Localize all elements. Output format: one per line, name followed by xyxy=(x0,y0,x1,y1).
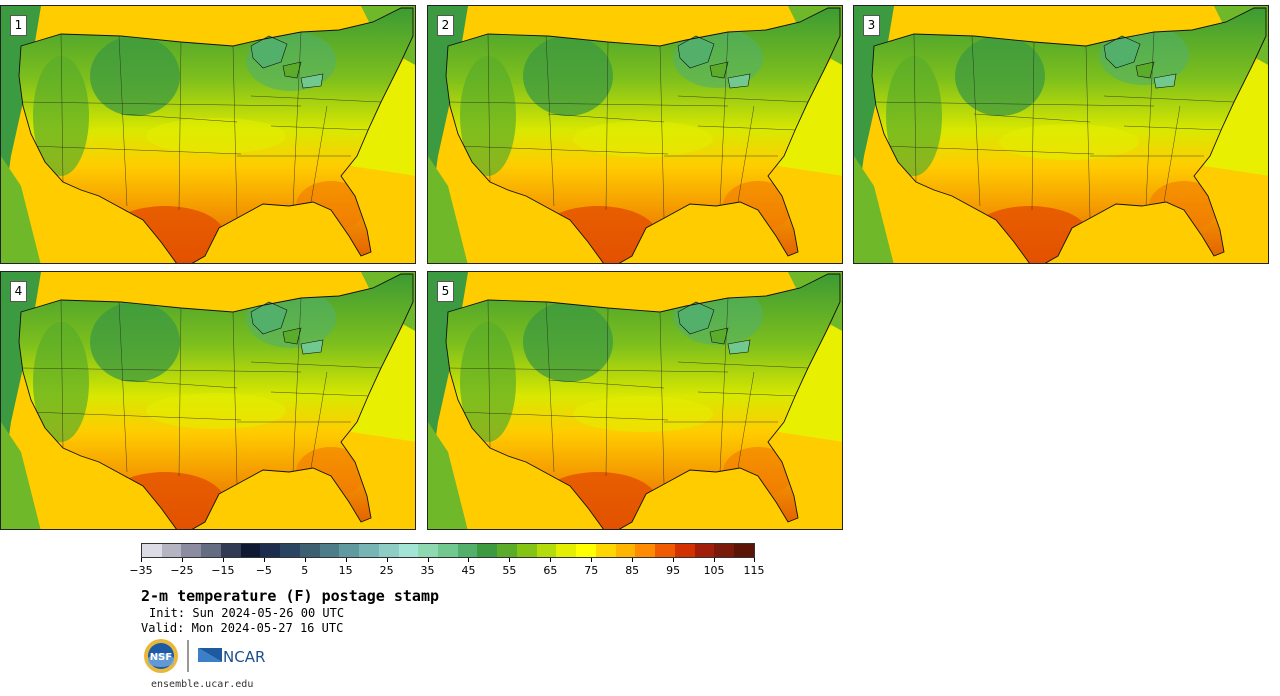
colorbar-tick-label: 5 xyxy=(301,564,309,577)
colorbar-swatch xyxy=(497,544,517,557)
member-number: 2 xyxy=(437,15,454,36)
colorbar-swatch xyxy=(418,544,439,557)
nsf-logo-icon: NSF xyxy=(144,639,178,673)
colorbar-tick-mark xyxy=(714,558,716,562)
colorbar-tick-mark xyxy=(591,558,593,562)
init-time: Init: Sun 2024-05-26 00 UTC xyxy=(149,606,345,620)
colorbar-tick-label: 25 xyxy=(379,564,394,577)
colorbar-swatch xyxy=(181,544,202,557)
colorbar-tick-mark xyxy=(386,558,388,562)
colorbar-tick-label: −15 xyxy=(211,564,235,577)
colorbar-tick-mark xyxy=(550,558,552,562)
colorbar-swatch xyxy=(694,544,715,557)
colorbar-swatch xyxy=(655,544,675,557)
colorbar-tick-mark xyxy=(509,558,511,562)
temperature-map xyxy=(1,6,415,263)
colorbar-swatch xyxy=(556,544,577,557)
colorbar-swatch xyxy=(161,544,182,557)
colorbar-swatch xyxy=(280,544,300,557)
colorbar-tick-label: 85 xyxy=(625,564,640,577)
colorbar-swatch xyxy=(339,544,360,557)
member-panel-3: 3 xyxy=(853,5,1269,264)
member-number: 5 xyxy=(437,281,454,302)
colorbar-swatch xyxy=(201,544,221,557)
colorbar-tick-mark xyxy=(427,558,429,562)
colorbar-tick-mark xyxy=(141,558,142,562)
colorbar-tick-label: 95 xyxy=(666,564,681,577)
colorbar-swatch xyxy=(359,544,379,557)
colorbar-tick-mark xyxy=(754,558,755,562)
colorbar-swatch xyxy=(142,544,162,557)
member-number: 4 xyxy=(10,281,27,302)
colorbar-tick-label: 45 xyxy=(461,564,476,577)
colorbar-ticks: −35 −25 −15 −5 5 15 25 35 45 55 65 75 85 95 105 115 xyxy=(129,558,765,578)
member-panel-1: 1 xyxy=(0,5,416,264)
member-number: 3 xyxy=(863,15,880,36)
colorbar-tick-label: 65 xyxy=(543,564,558,577)
colorbar-swatch xyxy=(536,544,557,557)
colorbar-swatch xyxy=(615,544,636,557)
website-url: ensemble.ucar.edu xyxy=(151,679,254,690)
temperature-map xyxy=(1,272,415,529)
colorbar-swatch xyxy=(299,544,320,557)
colorbar-swatch xyxy=(319,544,340,557)
colorbar-tick-mark xyxy=(468,558,470,562)
colorbar-tick-mark xyxy=(222,558,224,562)
colorbar-tick-mark xyxy=(304,558,306,562)
temperature-map xyxy=(428,272,842,529)
colorbar-tick-label: 115 xyxy=(743,564,765,577)
colorbar-tick-label: −35 xyxy=(129,564,153,577)
colorbar-tick-mark xyxy=(263,558,265,562)
colorbar-tick-mark xyxy=(632,558,634,562)
colorbar-swatch xyxy=(378,544,399,557)
colorbar-swatch xyxy=(477,544,498,557)
svg-text:NSF: NSF xyxy=(150,652,172,663)
colorbar-tick-label: 15 xyxy=(338,564,353,577)
colorbar-swatch xyxy=(595,544,616,557)
colorbar-tick-label: 35 xyxy=(420,564,435,577)
colorbar-swatch xyxy=(635,544,656,557)
colorbar-swatch xyxy=(674,544,695,557)
logos: NSF NCAR xyxy=(143,638,273,674)
colorbar-swatch xyxy=(734,544,754,557)
colorbar-tick-label: 75 xyxy=(584,564,599,577)
member-panel-4: 4 xyxy=(0,271,416,530)
colorbar-swatch xyxy=(576,544,596,557)
colorbar-swatch xyxy=(714,544,735,557)
colorbar-tick-mark xyxy=(345,558,347,562)
temperature-map xyxy=(854,6,1268,263)
colorbar-tick-label: −25 xyxy=(170,564,194,577)
colorbar-swatch xyxy=(220,544,241,557)
colorbar-swatch xyxy=(438,544,458,557)
colorbar-tick-mark xyxy=(181,558,183,562)
colorbar-tick-label: −5 xyxy=(255,564,272,577)
valid-time: Valid: Mon 2024-05-27 16 UTC xyxy=(141,621,344,635)
temperature-map xyxy=(428,6,842,263)
colorbar-swatch xyxy=(457,544,478,557)
colorbar-swatch xyxy=(240,544,261,557)
plot-title: 2-m temperature (F) postage stamp xyxy=(141,587,440,605)
temperature-colorbar xyxy=(141,543,755,558)
colorbar-swatch xyxy=(398,544,419,557)
colorbar-swatch xyxy=(516,544,537,557)
ncar-logo-icon: NCAR xyxy=(198,648,265,666)
colorbar-tick-label: 105 xyxy=(703,564,725,577)
member-panel-2: 2 xyxy=(427,5,843,264)
member-panel-5: 5 xyxy=(427,271,843,530)
colorbar-swatch xyxy=(260,544,281,557)
colorbar-tick-label: 55 xyxy=(502,564,517,577)
svg-text:NCAR: NCAR xyxy=(223,648,265,666)
colorbar-tick-mark xyxy=(673,558,675,562)
member-number: 1 xyxy=(10,15,27,36)
